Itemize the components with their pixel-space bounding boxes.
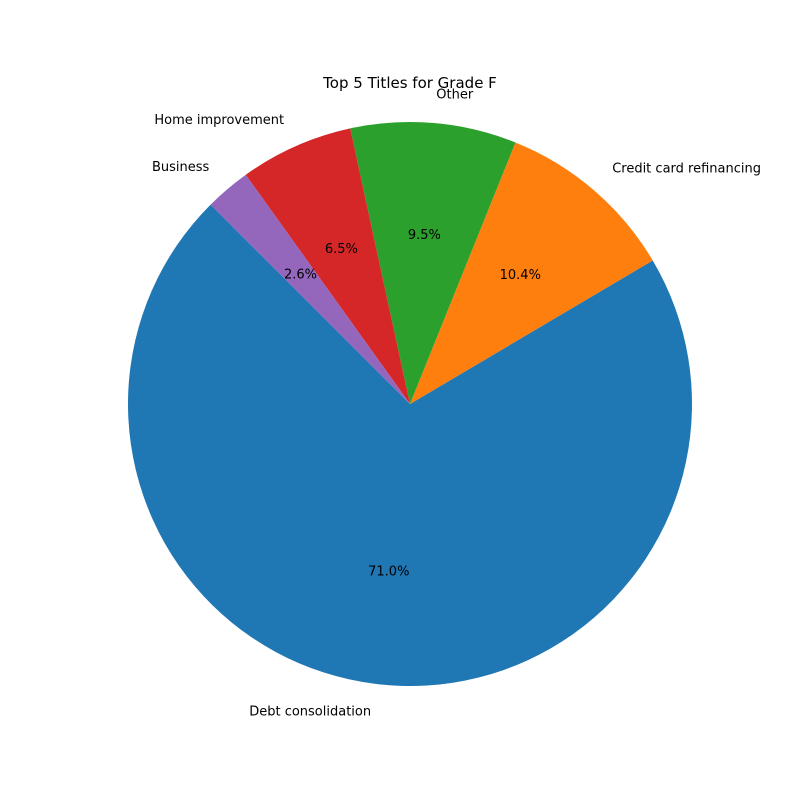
chart-title: Top 5 Titles for Grade F [322,74,497,92]
slice-label-home-improvement: Home improvement [154,113,284,128]
slice-label-debt-consolidation: Debt consolidation [249,704,371,719]
pct-label-business: 2.6% [284,267,317,282]
pct-label-home-improvement: 6.5% [325,242,358,257]
pct-label-debt-consolidation: 71.0% [368,564,409,579]
pie-slice-debt-consolidation [127,204,693,687]
slice-label-other: Other [436,87,474,102]
pie-slice-other [350,121,516,404]
labels-layer: Debt consolidation 71.0% Credit card refin… [152,87,761,719]
pct-label-credit-card-refinancing: 10.4% [500,268,541,283]
slice-label-credit-card-refinancing: Credit card refinancing [612,161,761,176]
pie-slice-business [210,174,410,404]
slices-layer [127,121,693,687]
pie-slice-home-improvement [245,128,410,404]
pct-label-other: 9.5% [408,228,441,243]
slice-label-business: Business [152,160,210,175]
pie-slice-credit-card-refinancing [410,142,653,405]
